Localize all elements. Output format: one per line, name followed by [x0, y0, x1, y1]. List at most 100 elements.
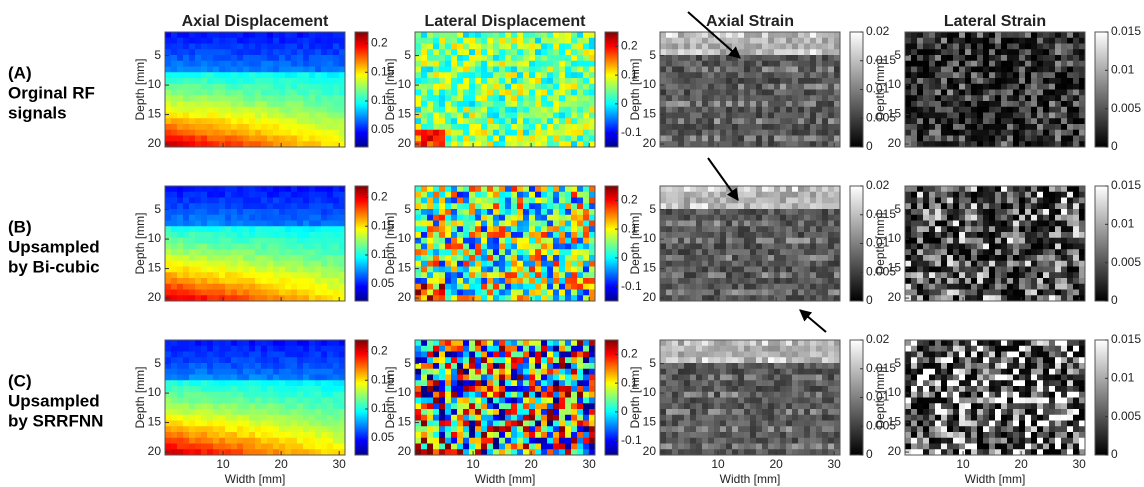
image-pixel	[321, 432, 327, 438]
image-pixel	[816, 61, 822, 67]
image-pixel	[219, 409, 225, 415]
image-pixel	[171, 203, 177, 209]
image-pixel	[189, 101, 195, 107]
image-pixel	[684, 118, 690, 124]
image-pixel	[684, 136, 690, 142]
image-pixel	[523, 244, 529, 250]
image-pixel	[481, 426, 487, 432]
image-pixel	[451, 380, 457, 386]
image-pixel	[339, 249, 345, 255]
image-pixel	[469, 61, 475, 67]
image-pixel	[726, 244, 732, 250]
y-tick-label: 5	[154, 202, 161, 216]
image-pixel	[297, 107, 303, 113]
image-pixel	[249, 340, 255, 346]
image-pixel	[571, 232, 577, 238]
image-pixel	[798, 141, 804, 147]
image-pixel	[696, 244, 702, 250]
image-pixel	[511, 130, 517, 136]
image-pixel	[171, 49, 177, 55]
image-pixel	[523, 426, 529, 432]
image-pixel	[810, 78, 816, 84]
image-pixel	[273, 261, 279, 267]
image-pixel	[822, 78, 828, 84]
image-pixel	[267, 295, 273, 301]
image-pixel	[261, 386, 267, 392]
image-pixel	[165, 352, 171, 358]
image-pixel	[255, 357, 261, 363]
image-pixel	[255, 215, 261, 221]
y-tick-label: 20	[398, 136, 412, 150]
image-pixel	[427, 432, 433, 438]
image-pixel	[786, 61, 792, 67]
image-pixel	[165, 107, 171, 113]
image-pixel	[321, 369, 327, 375]
image-pixel	[279, 375, 285, 381]
image-pixel	[427, 386, 433, 392]
image-pixel	[535, 278, 541, 284]
image-pixel	[798, 209, 804, 215]
image-pixel	[816, 107, 822, 113]
image-pixel	[243, 432, 249, 438]
image-pixel	[463, 357, 469, 363]
image-pixel	[517, 136, 523, 142]
image-pixel	[732, 255, 738, 261]
image-pixel	[445, 84, 451, 90]
image-pixel	[589, 363, 595, 369]
image-pixel	[321, 267, 327, 273]
image-pixel	[273, 290, 279, 296]
y-tick-label: 10	[398, 385, 412, 399]
image-pixel	[684, 101, 690, 107]
image-pixel	[744, 101, 750, 107]
image-pixel	[660, 107, 666, 113]
image-pixel	[171, 101, 177, 107]
image-pixel	[415, 272, 421, 278]
image-pixel	[445, 61, 451, 67]
image-pixel	[339, 186, 345, 192]
image-pixel	[535, 124, 541, 130]
image-pixel	[565, 198, 571, 204]
image-pixel	[684, 95, 690, 101]
image-pixel	[481, 67, 487, 73]
image-pixel	[810, 124, 816, 130]
image-pixel	[816, 295, 822, 301]
image-pixel	[327, 32, 333, 38]
image-pixel	[475, 49, 481, 55]
image-pixel	[267, 369, 273, 375]
image-pixel	[553, 386, 559, 392]
image-pixel	[315, 421, 321, 427]
image-pixel	[702, 118, 708, 124]
image-pixel	[571, 203, 577, 209]
image-pixel	[195, 198, 201, 204]
image-pixel	[321, 95, 327, 101]
image-pixel	[207, 352, 213, 358]
image-pixel	[451, 415, 457, 421]
image-pixel	[213, 386, 219, 392]
image-pixel	[279, 340, 285, 346]
image-pixel	[427, 232, 433, 238]
image-pixel	[451, 340, 457, 346]
image-pixel	[231, 95, 237, 101]
image-pixel	[702, 278, 708, 284]
image-pixel	[565, 238, 571, 244]
image-pixel	[285, 141, 291, 147]
image-pixel	[195, 278, 201, 284]
image-pixel	[327, 438, 333, 444]
image-pixel	[415, 90, 421, 96]
image-pixel	[792, 136, 798, 142]
image-pixel	[207, 290, 213, 296]
image-pixel	[720, 238, 726, 244]
image-pixel	[786, 226, 792, 232]
image-pixel	[219, 32, 225, 38]
image-pixel	[439, 444, 445, 450]
image-pixel	[541, 221, 547, 227]
image-pixel	[291, 290, 297, 296]
image-pixel	[666, 249, 672, 255]
image-pixel	[237, 295, 243, 301]
image-pixel	[207, 61, 213, 67]
image-pixel	[183, 409, 189, 415]
image-pixel	[559, 267, 565, 273]
image-pixel	[660, 124, 666, 130]
image-pixel	[183, 426, 189, 432]
image-pixel	[171, 244, 177, 250]
